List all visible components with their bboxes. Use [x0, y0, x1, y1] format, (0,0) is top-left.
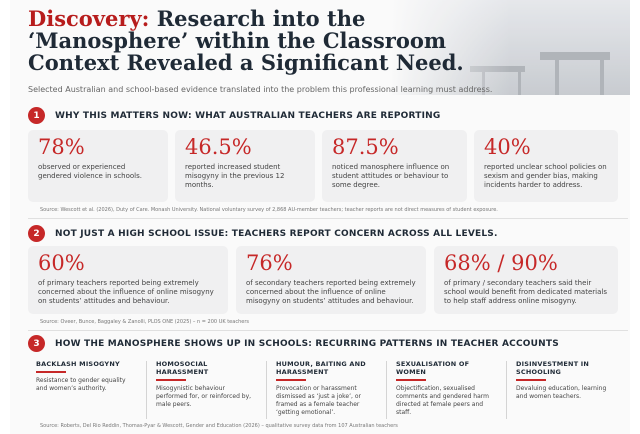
pattern-desc: Resistance to gender equality and women’… — [36, 377, 126, 392]
stat-card: 78% observed or experienced gendered vio… — [28, 130, 168, 202]
pattern-card: SEXUALISATION OF WOMEN Objectification, … — [388, 356, 506, 421]
classroom-photo — [390, 0, 630, 95]
slide: Discovery: Research into the ‘Manosphere… — [10, 0, 630, 434]
accent-bar — [276, 379, 306, 381]
stat-desc: reported unclear school policies on sexi… — [484, 163, 607, 189]
stat-card: 46.5% reported increased student misogyn… — [175, 130, 315, 202]
pattern-heading: SEXUALISATION OF WOMEN — [396, 360, 470, 376]
source-note: Source: Wescott et al. (2026), Duty of C… — [40, 207, 498, 213]
accent-bar — [36, 371, 66, 373]
page-title: Discovery: Research into the ‘Manosphere… — [28, 8, 498, 74]
pattern-card: DISINVESTMENT IN SCHOOLING Devaluing edu… — [508, 356, 620, 405]
stat-desc: of secondary teachers reported being ext… — [246, 279, 416, 305]
stat-desc: of primary / secondary teachers said the… — [444, 279, 607, 305]
accent-bar — [156, 379, 186, 381]
section-title: WHY THIS MATTERS NOW: WHAT AUSTRALIAN TE… — [55, 110, 441, 121]
section-number: 3 — [28, 335, 45, 352]
stat-card: 40% reported unclear school policies on … — [474, 130, 618, 202]
pattern-heading: BACKLASH MISOGYNY — [36, 360, 120, 368]
column-divider — [266, 361, 267, 419]
title-accent: Discovery: — [28, 6, 150, 31]
stat-value: 76% — [246, 251, 293, 275]
column-divider — [506, 361, 507, 419]
pattern-desc: Objectification, sexualised comments and… — [396, 385, 489, 416]
pattern-desc: Misogynistic behaviour performed for, or… — [156, 385, 252, 408]
title-rest: Research into the ‘Manosphere’ within th… — [28, 6, 464, 75]
pattern-desc: Devaluing education, learning and women … — [516, 385, 607, 400]
section-title: NOT JUST A HIGH SCHOOL ISSUE: TEACHERS R… — [55, 228, 498, 239]
section-3-header: 3 HOW THE MANOSPHERE SHOWS UP IN SCHOOLS… — [28, 335, 559, 352]
stat-desc: observed or experienced gendered violenc… — [38, 163, 142, 180]
pattern-desc: Provocation or harassment dismissed as ‘… — [276, 385, 361, 416]
source-note: Source: Roberts, Del Rio Reddin, Thomas-… — [40, 423, 398, 429]
stat-card: 60% of primary teachers reported being e… — [28, 246, 228, 314]
pattern-card: HUMOUR, BAITING AND HARASSMENT Provocati… — [268, 356, 386, 421]
section-number: 2 — [28, 225, 45, 242]
stat-desc: reported increased student misogyny in t… — [185, 163, 285, 189]
pattern-heading: HOMOSOCIAL HARASSMENT — [156, 360, 209, 376]
accent-bar — [396, 379, 426, 381]
page-subtitle: Selected Australian and school-based evi… — [28, 85, 493, 94]
divider — [28, 330, 628, 331]
source-note: Source: Oveer, Bunce, Baggaley & Zanolli… — [40, 319, 249, 325]
pattern-card: HOMOSOCIAL HARASSMENT Misogynistic behav… — [148, 356, 266, 413]
stat-value: 60% — [38, 251, 85, 275]
stat-value: 78% — [38, 135, 85, 159]
stat-card: 76% of secondary teachers reported being… — [236, 246, 426, 314]
column-divider — [386, 361, 387, 419]
stat-value: 40% — [484, 135, 531, 159]
divider — [28, 218, 628, 219]
stat-value: 46.5% — [185, 135, 252, 159]
stat-value: 87.5% — [332, 135, 399, 159]
stat-card: 68% / 90% of primary / secondary teacher… — [434, 246, 618, 314]
accent-bar — [516, 379, 546, 381]
section-2-header: 2 NOT JUST A HIGH SCHOOL ISSUE: TEACHERS… — [28, 225, 498, 242]
section-1-header: 1 WHY THIS MATTERS NOW: WHAT AUSTRALIAN … — [28, 107, 440, 124]
pattern-card: BACKLASH MISOGYNY Resistance to gender e… — [28, 356, 146, 397]
section-number: 1 — [28, 107, 45, 124]
stat-desc: of primary teachers reported being extre… — [38, 279, 214, 305]
stat-value: 68% / 90% — [444, 251, 558, 275]
stat-desc: noticed manosphere influence on student … — [332, 163, 450, 189]
pattern-heading: HUMOUR, BAITING AND HARASSMENT — [276, 360, 366, 376]
column-divider — [146, 361, 147, 419]
stat-card: 87.5% noticed manosphere influence on st… — [322, 130, 467, 202]
pattern-heading: DISINVESTMENT IN SCHOOLING — [516, 360, 590, 376]
section-title: HOW THE MANOSPHERE SHOWS UP IN SCHOOLS: … — [55, 338, 559, 349]
